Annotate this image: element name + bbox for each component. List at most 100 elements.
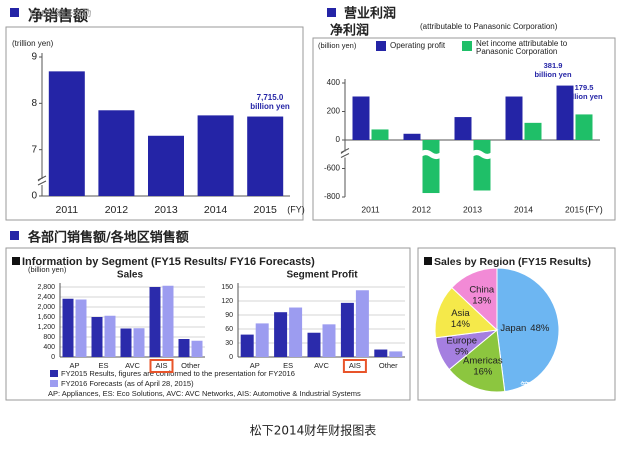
bar — [120, 328, 132, 357]
annotation: 381.9 — [544, 61, 563, 70]
slice-value: 48% — [530, 323, 550, 334]
bar — [289, 307, 303, 357]
footnote: AP: Appliances, ES: Eco Solutions, AVC: … — [48, 389, 361, 398]
annotation: billion yen — [250, 102, 290, 111]
y-tick-label: 2,800 — [37, 284, 55, 291]
panel-border — [5, 247, 411, 401]
y-tick-label: 400 — [327, 78, 341, 87]
x-tick-label: 2014 — [514, 204, 533, 214]
slice-name: Americas — [463, 355, 503, 366]
slice-name: Japan — [500, 323, 526, 334]
y-tick-label: 2,000 — [37, 304, 55, 311]
panel-border — [417, 247, 616, 401]
caption: 松下2014财年财报图表 — [250, 423, 377, 438]
x-tick-label: 2014 — [204, 204, 228, 216]
x-tick-label: 2013 — [463, 204, 482, 214]
y-tick-label: 9 — [31, 52, 37, 63]
panel-border — [5, 26, 304, 221]
x-tick-label: AIS — [349, 361, 361, 370]
segment-header: Information by Segment (FY15 Results/ FY… — [22, 256, 315, 268]
bar — [274, 312, 288, 357]
bar — [247, 116, 284, 196]
chart-subtitle: (attributable to Panasonic Corporation) — [420, 22, 558, 31]
y-tick-label: 0 — [31, 191, 37, 202]
bar — [178, 339, 190, 357]
y-tick-label: 7 — [31, 144, 37, 155]
section-title: 各部门销售额/各地区销售额 — [27, 230, 189, 246]
bar — [352, 96, 370, 140]
slice-name: Europe — [446, 335, 477, 346]
heading-icon — [10, 231, 19, 240]
bar — [505, 96, 523, 140]
watermark: D1EV.第一电动 — [30, 7, 91, 18]
x-tick-label: ES — [98, 361, 108, 370]
highlight-box — [342, 359, 367, 373]
chart-title: Sales by Region (FY15 Results) — [434, 256, 591, 268]
legend-label: FY2016 Forecasts (as of April 28, 2015) — [61, 379, 194, 388]
y-tick-label: 400 — [43, 344, 55, 351]
axis-break — [469, 150, 495, 159]
x-tick-label: AIS — [155, 361, 167, 370]
x-tick-label: Other — [379, 361, 398, 370]
x-tick-label: AP — [250, 361, 260, 370]
y-tick-label: 200 — [327, 107, 341, 116]
x-tick-label: AVC — [125, 361, 140, 370]
y-axis-label: (trillion yen) — [12, 39, 54, 48]
pie-slice — [448, 329, 506, 393]
bar — [75, 299, 87, 357]
annotation: 179.5 — [575, 83, 594, 92]
y-tick-label: 1,200 — [37, 324, 55, 331]
slice-name: China — [469, 284, 495, 295]
bar — [62, 298, 74, 357]
bar — [422, 140, 440, 194]
axis-break — [37, 175, 47, 186]
axis-break-gap — [342, 151, 348, 158]
x-tick-label: 2013 — [154, 204, 178, 216]
y-tick-label: 0 — [336, 135, 341, 144]
slice-label: China 13% — [469, 284, 495, 306]
x-axis-label: (FY) — [585, 204, 603, 214]
annotation: billion yen — [565, 92, 603, 101]
slice-value: 14% — [451, 319, 471, 330]
bar — [191, 340, 203, 357]
y-tick-label: 2,400 — [37, 294, 55, 301]
x-tick-label: 2011 — [361, 204, 380, 214]
y-tick-label: 1,600 — [37, 314, 55, 321]
bar — [575, 114, 593, 140]
x-tick-label: AVC — [314, 361, 329, 370]
legend-label-box: Net income attributable to Panasonic Cor… — [476, 40, 567, 56]
bar — [355, 290, 369, 357]
chart-title: 净利润 — [330, 23, 369, 39]
legend-label: Operating profit — [390, 41, 446, 50]
slice-value: 9% — [455, 346, 469, 357]
axis-break — [340, 148, 350, 158]
y-tick-label: 0 — [51, 354, 55, 361]
bar — [454, 117, 472, 140]
chart-title: 净销售额 — [28, 7, 88, 25]
slice-name: Asia — [451, 308, 470, 319]
legend-swatch — [462, 41, 472, 51]
legend-swatch — [50, 370, 58, 377]
bar — [322, 324, 336, 357]
heading-icon — [424, 257, 432, 265]
bar — [149, 287, 161, 357]
axis-break — [418, 150, 444, 159]
bar — [473, 140, 491, 191]
legend-swatch — [376, 41, 386, 51]
bar — [240, 334, 254, 357]
bar — [104, 315, 116, 357]
bar — [307, 332, 321, 357]
x-axis-label: (FY) — [287, 204, 305, 214]
panel-border — [312, 37, 616, 221]
bar — [133, 328, 145, 357]
bar — [48, 71, 85, 196]
y-tick-label: 120 — [221, 298, 233, 305]
pie-slice — [496, 267, 560, 393]
y-tick-label: 30 — [225, 340, 233, 347]
bar — [255, 323, 269, 357]
pie-slice — [451, 267, 498, 332]
pie-slice — [434, 286, 499, 339]
bar — [556, 85, 574, 140]
annotation: 7,715.0 — [257, 93, 284, 102]
